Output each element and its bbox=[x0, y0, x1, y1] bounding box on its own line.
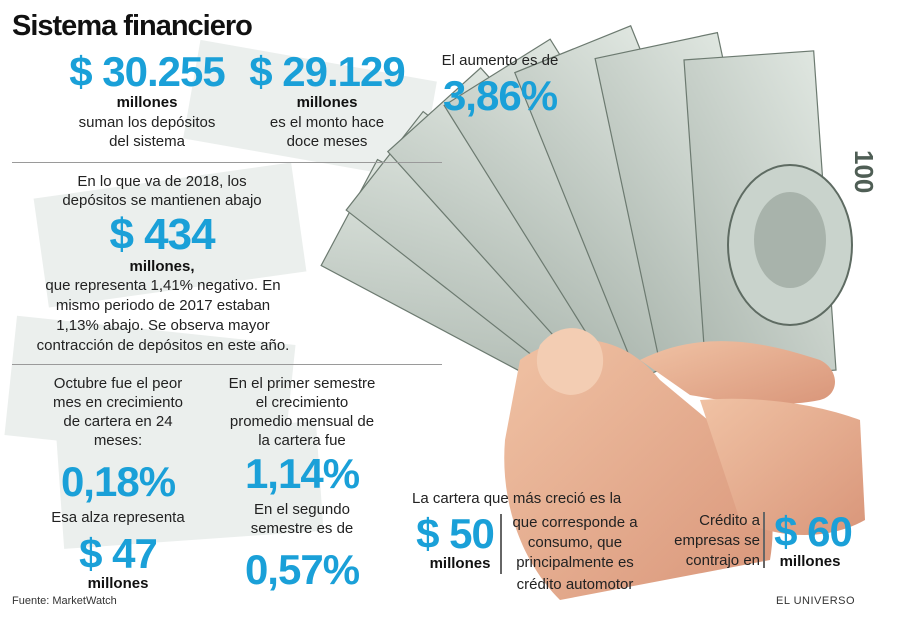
ytd-desc-2: mismo periodo de 2017 estaban bbox=[55, 297, 271, 314]
source-credit: Fuente: MarketWatch bbox=[12, 595, 117, 607]
second-semester-value: 0,57% bbox=[244, 546, 360, 593]
cartera-desc-2: consumo, que bbox=[527, 534, 623, 551]
increase-label: El aumento es de bbox=[441, 52, 559, 69]
cartera-divider bbox=[500, 514, 502, 574]
current-deposits-amount: $ 30.255 bbox=[69, 48, 226, 95]
ytd-intro-1: En lo que va de 2018, los bbox=[77, 173, 247, 190]
ytd-intro-2: depósitos se mantienen abajo bbox=[62, 192, 262, 209]
brand-credit: EL UNIVERSO bbox=[776, 595, 856, 607]
cartera-desc-4: crédito automotor bbox=[516, 576, 634, 593]
second-semester-text-1: En el segundo bbox=[254, 501, 350, 518]
october-growth-value: 0,18% bbox=[60, 458, 176, 505]
current-deposits-desc-1: suman los depósitos bbox=[78, 114, 216, 131]
semester-text-3: promedio mensual de bbox=[229, 413, 375, 430]
credito-text-3: contrajo en bbox=[685, 552, 760, 569]
october-text-1: Octubre fue el peor bbox=[53, 375, 183, 392]
cartera-heading: La cartera que más creció es la bbox=[412, 490, 622, 507]
previous-deposits-amount: $ 29.129 bbox=[249, 48, 406, 95]
october-text-2: mes en crecimiento bbox=[52, 394, 184, 411]
previous-deposits-unit: millones bbox=[296, 94, 358, 111]
cartera-unit: millones bbox=[429, 555, 491, 572]
credito-text-2: empresas se bbox=[674, 532, 760, 549]
divider-top bbox=[12, 162, 442, 163]
current-deposits-unit: millones bbox=[116, 94, 178, 111]
october-alza-amount: $ 47 bbox=[79, 530, 158, 577]
credito-amount: $ 60 bbox=[774, 508, 853, 555]
cartera-desc-3: principalmente es bbox=[516, 554, 634, 571]
previous-deposits-desc-1: es el monto hace bbox=[269, 114, 385, 131]
october-text-3: de cartera en 24 bbox=[63, 413, 173, 430]
october-alza-unit: millones bbox=[87, 575, 149, 592]
cartera-desc-1: que corresponde a bbox=[512, 514, 638, 531]
ytd-desc-3: 1,13% abajo. Se observa mayor bbox=[56, 317, 270, 334]
credito-text-1: Crédito a bbox=[699, 512, 760, 529]
credito-divider bbox=[763, 512, 765, 568]
infographic-title: Sistema financiero bbox=[12, 10, 253, 42]
ytd-desc-1: que representa 1,41% negativo. En bbox=[45, 277, 281, 294]
ytd-amount: $ 434 bbox=[109, 210, 215, 259]
svg-text:100: 100 bbox=[849, 150, 879, 193]
divider-middle bbox=[12, 364, 442, 365]
october-text-4: meses: bbox=[93, 432, 143, 449]
october-alza-label: Esa alza representa bbox=[51, 509, 185, 526]
increase-value: 3,86% bbox=[442, 72, 558, 119]
credito-unit: millones bbox=[779, 553, 841, 570]
current-deposits-desc-2: del sistema bbox=[109, 133, 185, 150]
cartera-amount: $ 50 bbox=[416, 510, 495, 557]
ytd-unit: millones, bbox=[129, 258, 195, 275]
second-semester-text-2: semestre es de bbox=[250, 520, 354, 537]
first-semester-value: 1,14% bbox=[244, 450, 360, 497]
previous-deposits-desc-2: doce meses bbox=[286, 133, 368, 150]
semester-text-4: la cartera fue bbox=[258, 432, 346, 449]
semester-text-1: En el primer semestre bbox=[228, 375, 376, 392]
ytd-desc-4: contracción de depósitos en este año. bbox=[36, 337, 290, 354]
semester-text-2: el crecimiento bbox=[255, 394, 349, 411]
